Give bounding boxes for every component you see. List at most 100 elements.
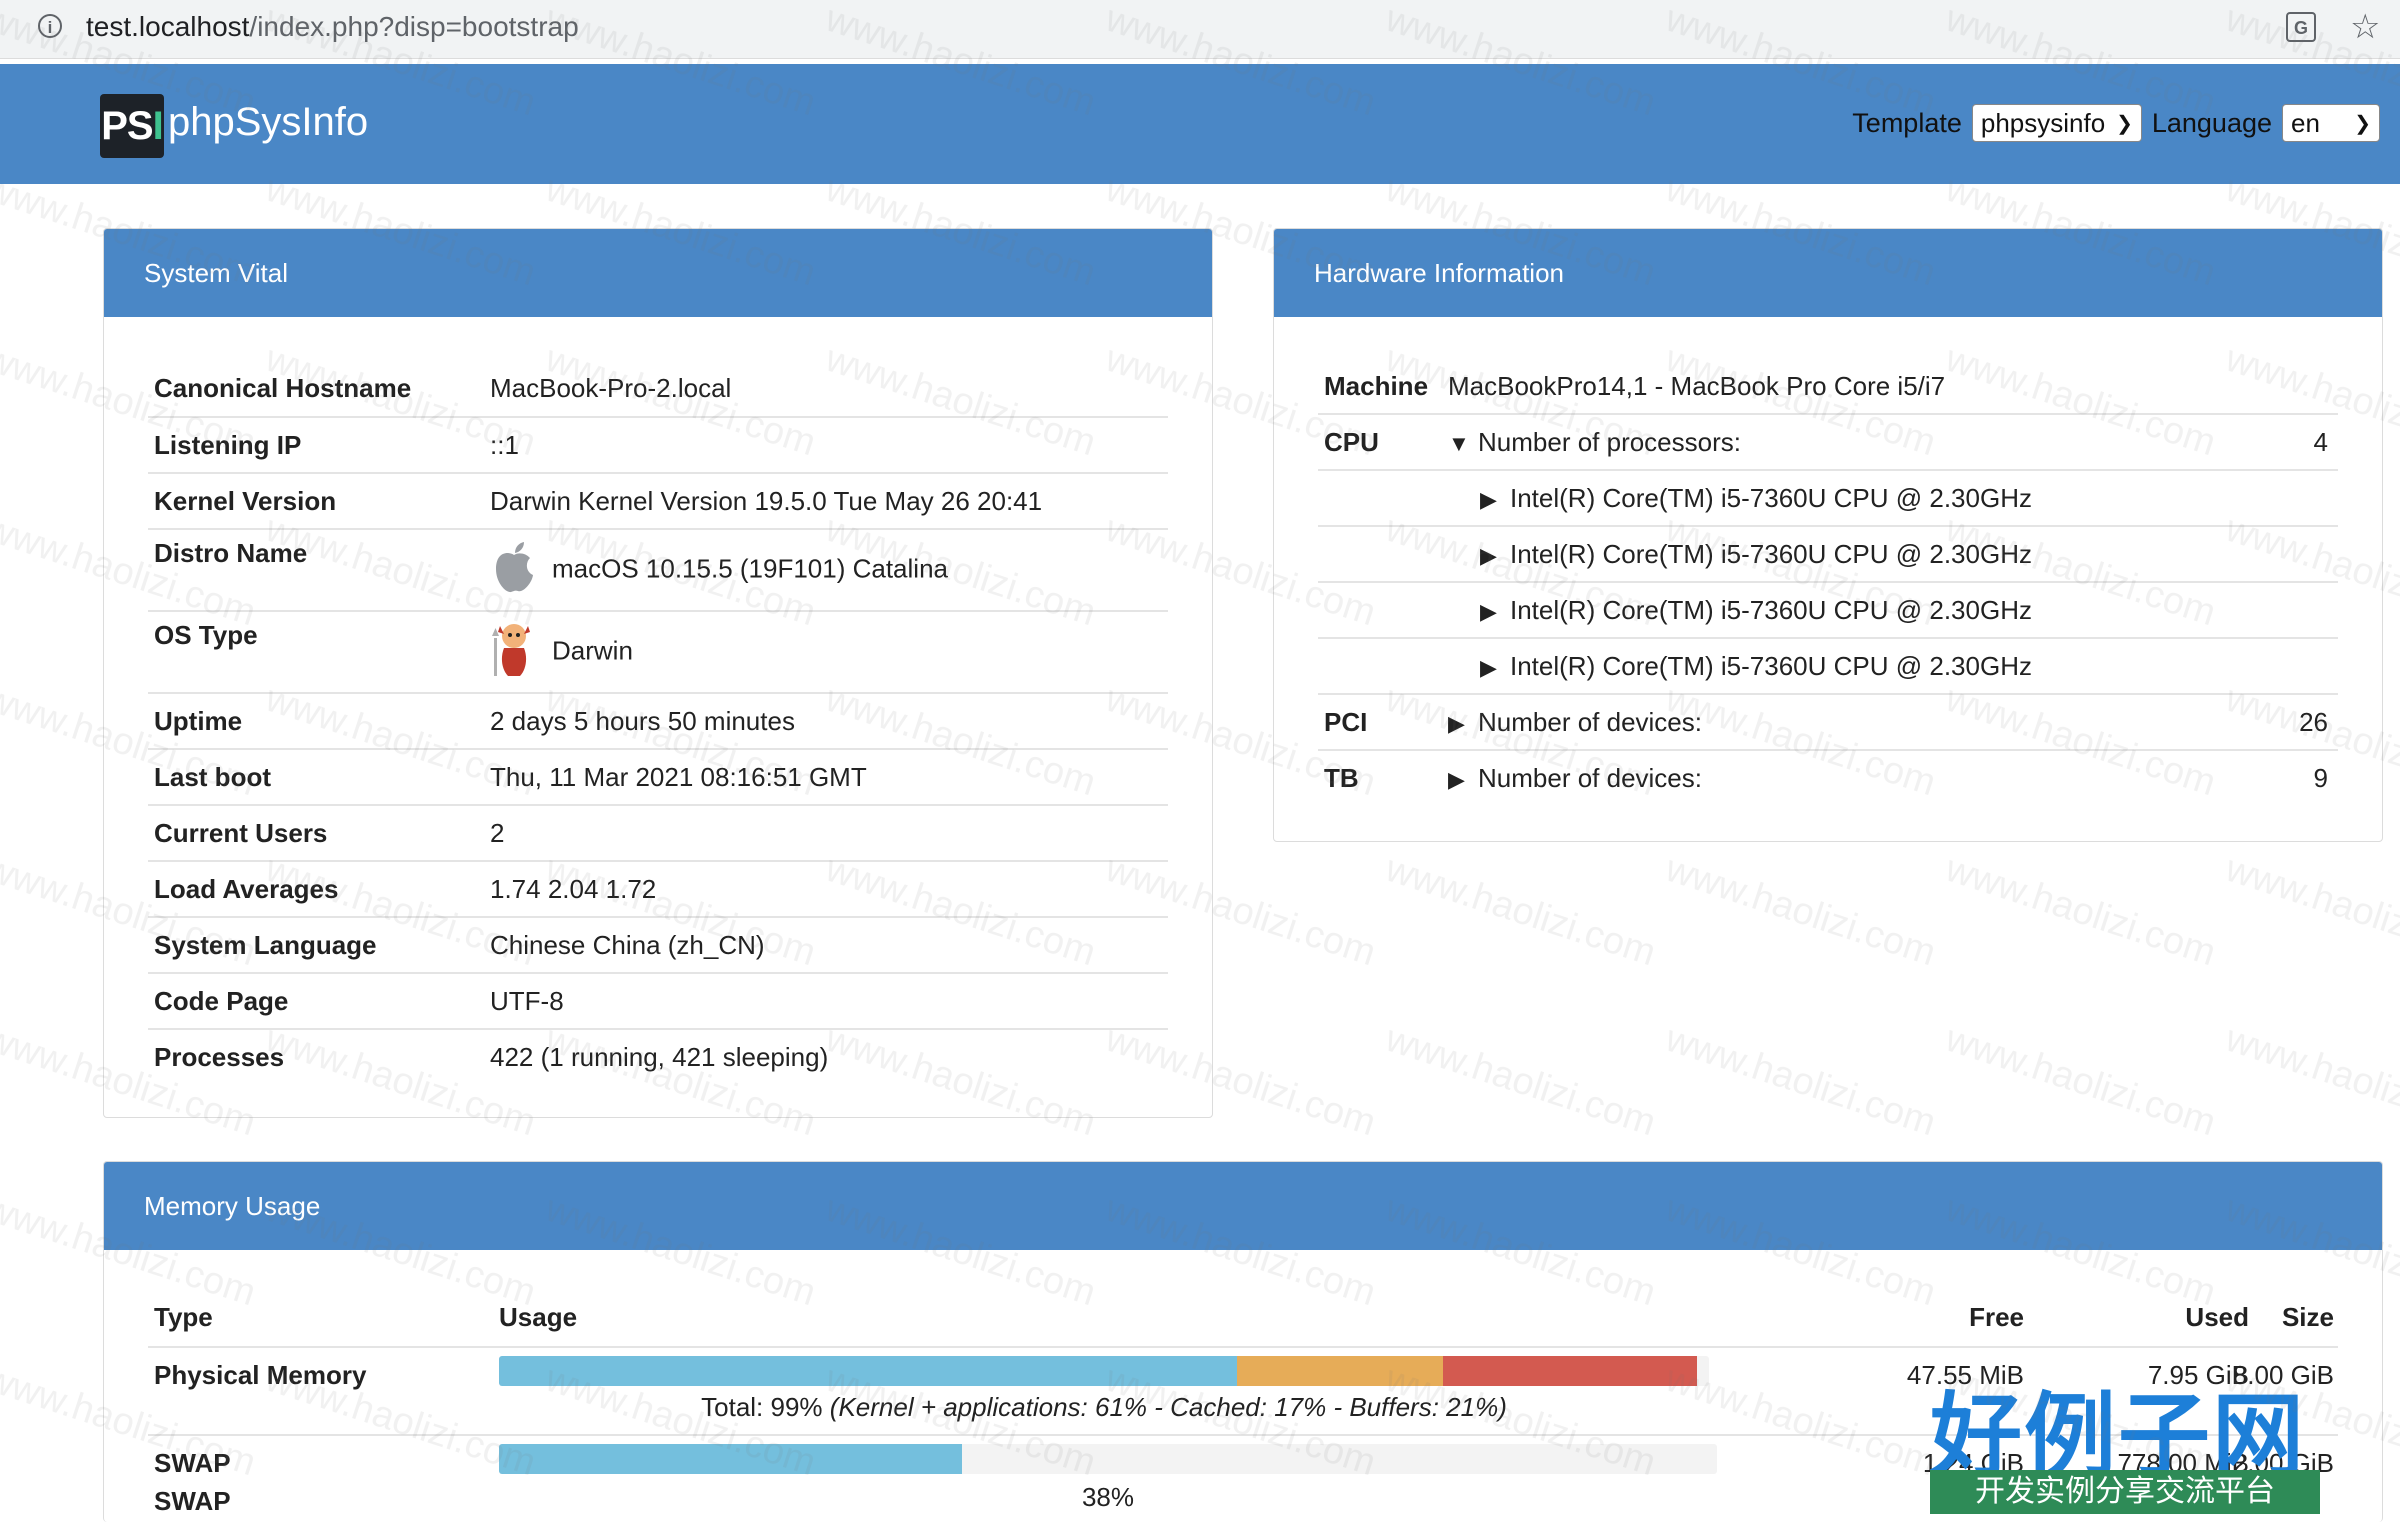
translate-icon[interactable]: G (2286, 12, 2316, 42)
phpsysinfo-logo-icon[interactable]: PSI (100, 94, 164, 158)
system-vital-table: Canonical Hostname MacBook-Pro-2.local Lis… (148, 361, 1168, 1085)
row-key: Code Page (148, 973, 490, 1030)
table-row: Machine MacBookPro14,1 - MacBook Pro Cor… (1318, 359, 2338, 415)
tb-toggle[interactable]: ▶ Number of devices: (1448, 762, 1702, 793)
col-header-usage: Usage (499, 1302, 578, 1332)
triangle-right-icon: ▶ (1480, 598, 1497, 624)
row-value: 422 (1 running, 421 sleeping) (490, 1042, 829, 1072)
bar-segment-kernel-applications (499, 1356, 1238, 1386)
triangle-right-icon: ▶ (1480, 486, 1497, 512)
triangle-right-icon: ▶ (1448, 710, 1465, 736)
cpu-count: 4 (2233, 414, 2338, 471)
star-icon[interactable]: ☆ (2350, 8, 2381, 46)
memory-usage-heading: Memory Usage (104, 1162, 2382, 1250)
col-header-free: Free (1969, 1302, 2024, 1332)
row-value: UTF-8 (490, 973, 1168, 1030)
machine-value: MacBookPro14,1 - MacBook Pro Core i5/i7 (1448, 359, 2338, 415)
browser-address-bar: i test.localhost/index.php?disp=bootstra… (0, 0, 2400, 59)
table-row: Last boot Thu, 11 Mar 2021 08:16:51 GMT (148, 749, 1168, 806)
brand-title[interactable]: phpSysInfo (168, 100, 369, 144)
row-value: 1.74 2.04 1.72 (490, 861, 1168, 918)
tb-count: 9 (2313, 762, 2328, 793)
table-row: ▶ Intel(R) Core(TM) i5-7360U CPU @ 2.30GH… (1318, 526, 2338, 583)
url-path: /index.php?disp=bootstrap (249, 11, 579, 42)
row-key: Last boot (148, 749, 490, 806)
table-row: ▶ Intel(R) Core(TM) i5-7360U CPU @ 2.30GH… (1318, 470, 2338, 527)
cpu-item[interactable]: ▶ Intel(R) Core(TM) i5-7360U CPU @ 2.30GH… (1448, 582, 2338, 639)
watermark-text: www.haolizi.com (2220, 1017, 2400, 1145)
cpu-item[interactable]: ▶ Intel(R) Core(TM) i5-7360U CPU @ 2.30GH… (1448, 470, 2338, 527)
cpu-item[interactable]: ▶ Intel(R) Core(TM) i5-7360U CPU @ 2.30GH… (1448, 638, 2338, 695)
row-value: 2 days 5 hours 50 minutes (490, 693, 1168, 750)
triangle-right-icon: ▶ (1448, 766, 1465, 792)
divider (148, 1346, 2338, 1348)
pci-count: 26 (2233, 694, 2338, 751)
system-vital-heading: System Vital (104, 229, 1212, 317)
pci-toggle[interactable]: ▶ Number of devices: (1448, 694, 2234, 751)
row-key: Listening IP (148, 417, 490, 474)
row-key: System Language (148, 917, 490, 974)
table-row: Current Users 2 (148, 805, 1168, 862)
cpu-label: Number of processors: (1478, 426, 1741, 457)
swap-percent: 38% (1081, 1482, 1135, 1512)
table-row: Listening IP::1 (148, 417, 1168, 474)
physical-memory-free: 47.55 MiB (1906, 1360, 2024, 1390)
template-select[interactable]: phpsysinfo ❯ (1971, 104, 2142, 142)
chevron-down-icon: ❯ (2354, 112, 2371, 135)
col-header-used: Used (2185, 1302, 2249, 1332)
triangle-right-icon: ▶ (1480, 542, 1497, 568)
row-key: Load Averages (148, 861, 490, 918)
table-row: Uptime 2 days 5 hours 50 minutes (148, 693, 1168, 750)
cpu-toggle[interactable]: ▼ Number of processors: (1448, 414, 2234, 471)
system-vital-panel: System Vital Canonical Hostname MacBook-P… (103, 228, 1213, 1118)
divider (148, 1434, 2338, 1436)
darwin-daemon-icon (490, 618, 538, 687)
row-key: Canonical Hostname (148, 361, 490, 418)
watermark-text: www.haolizi.com (1660, 847, 1941, 975)
physical-memory-size: 8.00 GiB (2232, 1360, 2334, 1390)
cpu-key: CPU (1318, 414, 1448, 471)
table-row: Kernel Version Darwin Kernel Version 19.5… (148, 473, 1168, 530)
language-label: Language (2151, 107, 2272, 138)
machine-key: Machine (1318, 359, 1448, 415)
info-icon[interactable]: i (38, 14, 62, 38)
row-value: Thu, 11 Mar 2021 08:16:51 GMT (490, 749, 1168, 806)
col-header-type: Type (154, 1302, 213, 1332)
language-select[interactable]: en ❯ (2282, 104, 2380, 142)
table-row: Canonical Hostname MacBook-Pro-2.local (148, 361, 1168, 418)
hardware-info-heading: Hardware Information (1274, 229, 2382, 317)
row-key: Current Users (148, 805, 490, 862)
watermark-text: www.haolizi.com (1380, 847, 1661, 975)
chevron-down-icon: ❯ (2116, 112, 2133, 135)
bar-segment-cached (1237, 1356, 1443, 1386)
physical-memory-total: Total: 99% (Kernel + applications: 61% -… (701, 1392, 1507, 1422)
watermark-text: www.haolizi.com (1660, 1017, 1941, 1145)
table-row: TB ▶ Number of devices: 9 (1318, 750, 2338, 805)
cpu-item[interactable]: ▶ Intel(R) Core(TM) i5-7360U CPU @ 2.30GH… (1448, 526, 2338, 583)
tb-key: TB (1324, 762, 1359, 793)
memory-usage-panel: Memory Usage Type Usage Free Used Size P… (103, 1161, 2383, 1522)
swap-label: SWAP (154, 1448, 231, 1478)
col-header-size: Size (2281, 1302, 2334, 1332)
nav-controls: Template phpsysinfo ❯ Language en ❯ (1852, 104, 2380, 142)
table-row: CPU ▼ Number of processors: 4 (1318, 414, 2338, 471)
row-value: 2 (490, 805, 1168, 862)
physical-memory-used: 7.95 GiB (2147, 1360, 2249, 1390)
bar-segment-swap (499, 1444, 962, 1474)
watermark-text: www.haolizi.com (2220, 847, 2400, 975)
watermark-text: www.haolizi.com (1940, 847, 2221, 975)
table-row: Code Page UTF-8 (148, 973, 1168, 1030)
watermark-text: www.haolizi.com (1380, 1017, 1661, 1145)
swap-label-secondary: SWAP (154, 1486, 231, 1516)
row-value: ::1 (490, 417, 1168, 474)
pci-key: PCI (1318, 694, 1448, 751)
row-value: Chinese China (zh_CN) (490, 917, 1168, 974)
row-value: Darwin (490, 611, 1168, 694)
row-key: Uptime (148, 693, 490, 750)
table-row: Distro Name macOS 10.15.5 (19F101) Catali… (148, 529, 1168, 612)
triangle-down-icon: ▼ (1448, 430, 1470, 456)
table-row: ▶ Intel(R) Core(TM) i5-7360U CPU @ 2.30GH… (1318, 638, 2338, 695)
row-value: Darwin Kernel Version 19.5.0 Tue May 26 … (490, 473, 1168, 530)
url-text[interactable]: test.localhost/index.php?disp=bootstrap (86, 11, 579, 43)
row-value: macOS 10.15.5 (19F101) Catalina (490, 529, 1168, 612)
